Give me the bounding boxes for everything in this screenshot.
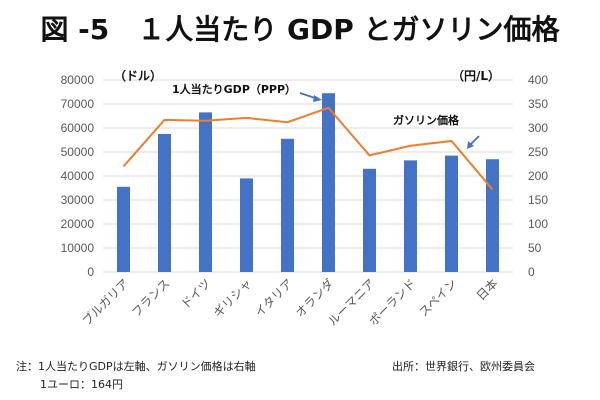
gridlines <box>103 79 513 273</box>
right-tick-label: 350 <box>528 97 548 111</box>
gdp-bar <box>322 93 335 272</box>
left-axis-unit: （ドル） <box>114 68 162 83</box>
category-label: ブルガリア <box>79 276 132 329</box>
source-note: 出所：世界銀行、欧州委員会 <box>392 360 535 373</box>
category-label: スペイン <box>416 276 459 319</box>
note-exchange-rate: 1ユーロ：164円 <box>40 378 123 391</box>
left-tick-label: 80000 <box>61 73 95 87</box>
right-tick-label: 300 <box>528 121 548 135</box>
gdp-bar <box>240 178 253 272</box>
gasoline-annotation: ガソリン価格 <box>393 113 460 127</box>
gdp-arrow <box>299 92 322 102</box>
left-tick-label: 70000 <box>61 97 95 111</box>
note-axes: 注：1人当たりGDPは左軸、ガソリン価格は右軸 <box>16 360 256 373</box>
right-tick-label: 50 <box>528 241 542 255</box>
right-tick-label: 400 <box>528 73 548 87</box>
gdp-bar <box>199 112 212 273</box>
right-tick-label: 100 <box>528 217 548 231</box>
gdp-bar <box>404 160 417 272</box>
gdp-bar <box>445 155 458 272</box>
category-label: ドイツ <box>178 276 213 311</box>
left-tick-label: 10000 <box>61 241 95 255</box>
right-tick-label: 250 <box>528 145 548 159</box>
left-tick-label: 60000 <box>61 121 95 135</box>
gdp-bar <box>486 159 499 272</box>
gasoline-price-line <box>122 106 494 191</box>
gasoline-arrow <box>467 135 480 149</box>
left-tick-label: 0 <box>87 265 94 279</box>
category-label: ギリシャ <box>211 276 255 320</box>
left-tick-label: 30000 <box>61 193 95 207</box>
left-tick-label: 50000 <box>61 145 95 159</box>
gdp-bar <box>281 138 294 272</box>
right-tick-label: 0 <box>528 265 535 279</box>
gdp-bar <box>117 186 130 272</box>
category-label: イタリア <box>252 276 296 320</box>
gdp-bar <box>158 134 171 272</box>
left-tick-label: 20000 <box>61 217 95 231</box>
left-axis-ticks: 0 10000 20000 30000 40000 50000 60000 70000 8000… <box>61 73 95 279</box>
right-axis-ticks: 0 50 100 150 200 250 300 350 400 <box>528 73 548 279</box>
bar-series <box>117 93 499 273</box>
category-label: 日本 <box>474 276 501 303</box>
gdp-bar <box>363 168 376 272</box>
right-tick-label: 150 <box>528 193 548 207</box>
gdp-annotation: 1人当たりGDP（PPP） <box>172 82 296 96</box>
category-label: フランス <box>129 276 173 320</box>
right-tick-label: 200 <box>528 169 548 183</box>
left-tick-label: 40000 <box>61 169 95 183</box>
chart-title: 図 -5 １人当たり GDP とガソリン価格 <box>40 13 560 46</box>
right-axis-unit: （円/L） <box>452 68 500 83</box>
